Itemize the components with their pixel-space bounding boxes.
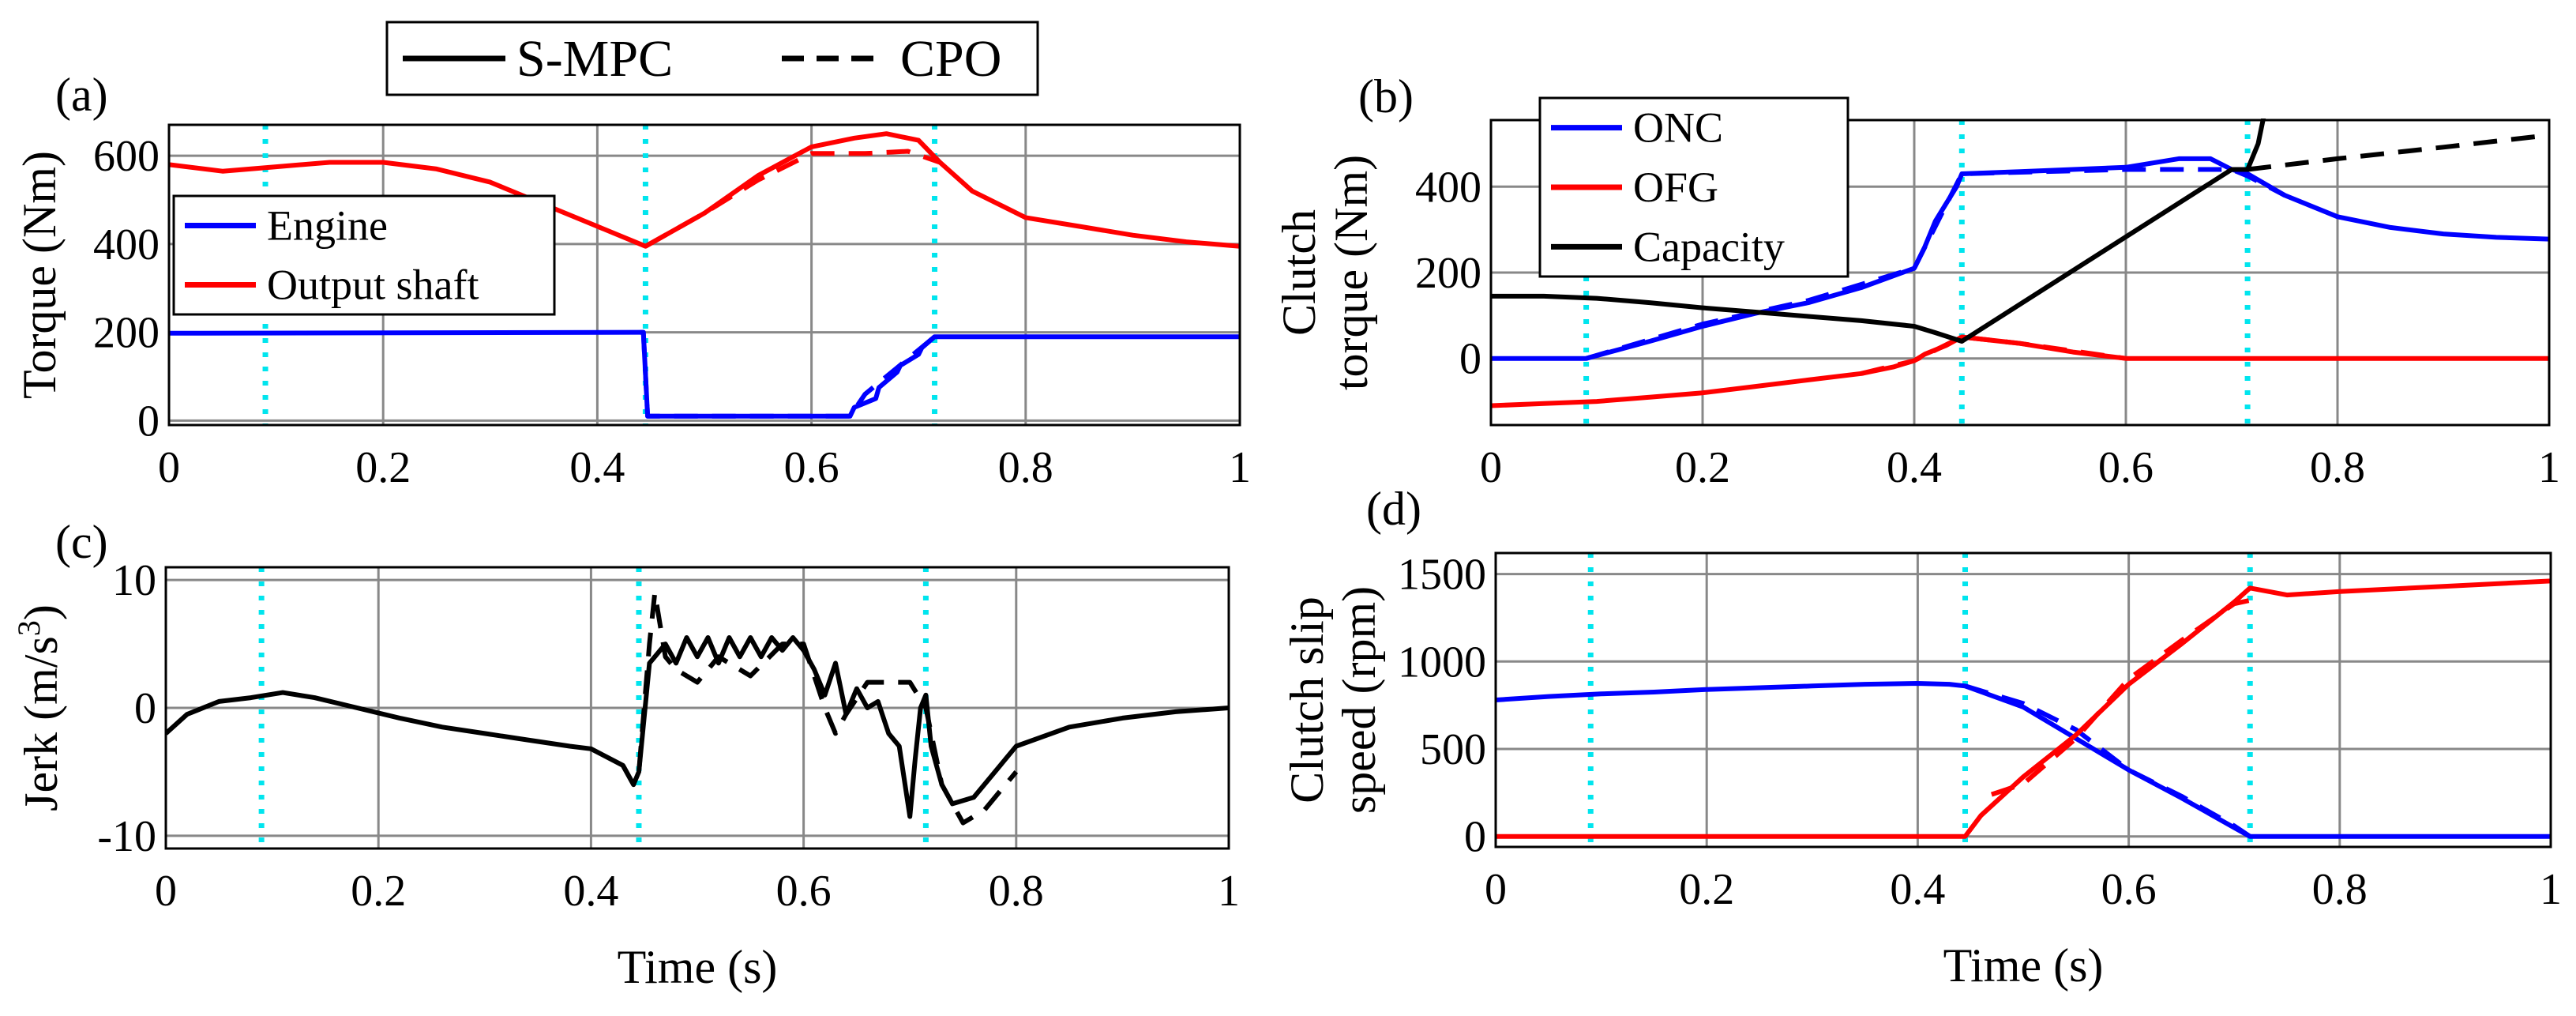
series-line-ofg-slip-cpo [1990, 597, 2251, 797]
panel-a: 0 0.2 0.4 0.6 0.8 1 0 200 400 600 (a) Torque (Nm) En… [13, 69, 1251, 492]
x-tick-label: 1 [2540, 865, 2562, 914]
y-tick-label: 400 [93, 220, 160, 269]
y-tick-label: 600 [93, 132, 160, 181]
y-axis-label: Torque (Nm) [13, 151, 66, 399]
y-tick-label: -10 [97, 812, 156, 861]
x-tick-label: 0.8 [989, 867, 1044, 916]
x-tick-label: 0.2 [1675, 443, 1730, 492]
y-axis-label: Clutch slip [1281, 596, 1333, 803]
x-tick-label: 0.6 [2098, 443, 2154, 492]
panel-b: 0 0.2 0.4 0.6 0.8 1 0 200 400(b) Clutch torque (Nm… [1273, 70, 2560, 492]
x-tick-label: 0 [1485, 865, 1507, 914]
y-tick-label: 0 [137, 397, 160, 446]
y-tick-label: 200 [1415, 249, 1481, 298]
y-tick-label: 1500 [1398, 551, 1486, 600]
x-axis-label: Time (s) [618, 941, 778, 993]
legend-label-onc: ONC [1633, 104, 1723, 152]
x-tick-label: 0.6 [776, 867, 832, 916]
plot-frame [167, 123, 1241, 427]
y-tick-label: 0 [1459, 335, 1481, 384]
y-axis-label: speed (rpm) [1333, 586, 1385, 814]
plot-area [1496, 553, 2551, 847]
y-axis-label: Jerk (m/s3) [11, 604, 67, 811]
x-tick-label: 1 [1229, 443, 1251, 492]
legend-label-ofg: OFG [1633, 164, 1718, 211]
y-axis-label: torque (Nm) [1325, 155, 1377, 390]
series-line-output-shaft-cpo [644, 149, 941, 249]
x-tick-label: 0 [155, 867, 177, 916]
series-line-ofg-slip [1496, 578, 2551, 839]
x-tick-label: 0.4 [569, 443, 625, 492]
plot-frame [164, 566, 1230, 850]
legend-label-engine: Engine [267, 202, 388, 250]
x-tick-label: 0.6 [784, 443, 839, 492]
series-group [1491, 119, 2549, 408]
x-tick-label: 0.2 [351, 867, 406, 916]
legend-cpo-label: CPO [900, 30, 1001, 88]
x-tick-label: 0.4 [563, 867, 618, 916]
x-tick-label: 0.4 [1890, 865, 1945, 914]
plot-frame [1494, 551, 2552, 849]
legend-smpc-label: S-MPC [516, 30, 673, 88]
y-axis-label: Clutch [1273, 209, 1325, 336]
x-axis-label: Time (s) [1943, 939, 2104, 992]
legend-label-capacity: Capacity [1633, 223, 1785, 270]
y-tick-label: 0 [134, 684, 156, 733]
series-line-onc-cpo [1585, 167, 2286, 361]
plot-frame [1489, 119, 2551, 427]
series-line-onc-slip-cpo [1964, 683, 2251, 839]
panel-label: (b) [1358, 70, 1414, 122]
panel-label: (c) [55, 516, 108, 568]
x-tick-label: 0.4 [1887, 443, 1942, 492]
x-tick-label: 0.8 [2312, 865, 2368, 914]
y-tick-label: 200 [93, 309, 160, 358]
x-tick-label: 0.2 [1679, 865, 1734, 914]
y-tick-label: 500 [1420, 725, 1486, 774]
legend-label-output-shaft: Output shaft [267, 262, 479, 309]
panel-legend-box [172, 194, 556, 316]
x-tick-label: 1 [2538, 443, 2560, 492]
series-group [166, 590, 1229, 826]
panel-c: 0 0.2 0.4 0.6 0.8 1 -10 0 10(c) Jerk (m/s3) Time (… [11, 516, 1240, 993]
series-line-output-shaft [169, 131, 1240, 249]
panel-legend: Engine Output shaft [172, 194, 556, 316]
y-tick-label: 0 [1464, 813, 1486, 862]
y-tick-label: 400 [1415, 163, 1481, 212]
x-tick-label: 0 [1480, 443, 1502, 492]
x-tick-label: 0.8 [2310, 443, 2365, 492]
y-tick-label: 10 [112, 556, 156, 605]
series-line-engine-cpo [640, 329, 937, 419]
x-tick-label: 0.6 [2101, 865, 2157, 914]
panel-label: (d) [1366, 483, 1421, 535]
series-line-cpo [621, 590, 1019, 826]
panel-legend: ONC OFG Capacity [1538, 96, 1849, 278]
series-group [1496, 578, 2551, 839]
x-tick-label: 0.8 [998, 443, 1053, 492]
x-tick-label: 0.2 [355, 443, 411, 492]
top-legend: S-MPC CPO [385, 21, 1039, 96]
panel-d: 0 0.2 0.4 0.6 0.8 1 0 500 1000 1500 (d) Clutch slip… [1281, 483, 2562, 992]
series-line-ofg-cpo [1861, 334, 2127, 376]
series-line-capacity [1491, 119, 2266, 344]
y-tick-label: 1000 [1398, 638, 1486, 687]
x-tick-label: 1 [1218, 867, 1240, 916]
series-group [169, 131, 1240, 419]
series-line-capacity-cpo [2247, 133, 2549, 172]
panel-label: (a) [55, 69, 108, 121]
x-tick-label: 0 [158, 443, 180, 492]
series-line-s-mpc [166, 635, 1229, 819]
